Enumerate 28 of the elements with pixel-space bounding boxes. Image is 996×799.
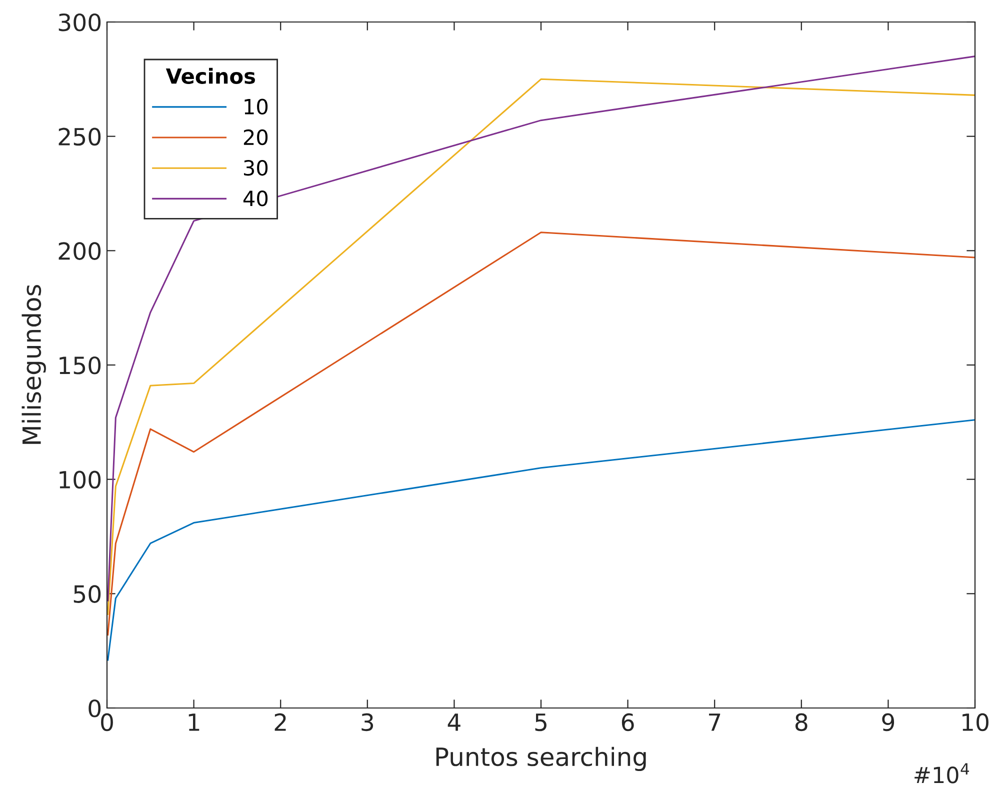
x-tick-label: 5 [535, 714, 546, 732]
y-tick-label: 150 [60, 356, 101, 374]
y-tick-label: 200 [58, 242, 101, 260]
line-series [107, 419, 975, 661]
x-axis-title: Puntos searching [436, 746, 646, 772]
x-tick-label: 2 [274, 713, 286, 731]
y-tick-label: 250 [58, 128, 101, 146]
legend-label: 30 [244, 160, 268, 176]
legend-label: 10 [244, 98, 268, 115]
y-tick-label: 0 [88, 699, 101, 718]
x-tick-label: 9 [882, 713, 894, 732]
line-series [107, 232, 975, 636]
x-tick-label: 6 [622, 713, 634, 732]
y-axis-title: Milisegundos [22, 284, 46, 444]
legend-label: 20 [244, 129, 268, 146]
x-tick-label: 1 [188, 714, 200, 731]
text: #10$^{4}$ [914, 763, 970, 784]
x-tick-label: 7 [709, 714, 720, 731]
x-tick-label: 10 [962, 713, 988, 732]
x-tick-label: 4 [448, 714, 460, 731]
y-tick-label: 100 [60, 470, 101, 489]
y-tick-label: 50 [74, 585, 101, 603]
legend-title: Vecinos [166, 68, 255, 84]
x-tick-label: 0 [101, 713, 113, 732]
y-tick-label: 300 [58, 13, 101, 32]
x-tick-label: 8 [795, 713, 808, 732]
x-tick-label: 3 [362, 713, 374, 732]
legend-label: 40 [243, 190, 268, 206]
